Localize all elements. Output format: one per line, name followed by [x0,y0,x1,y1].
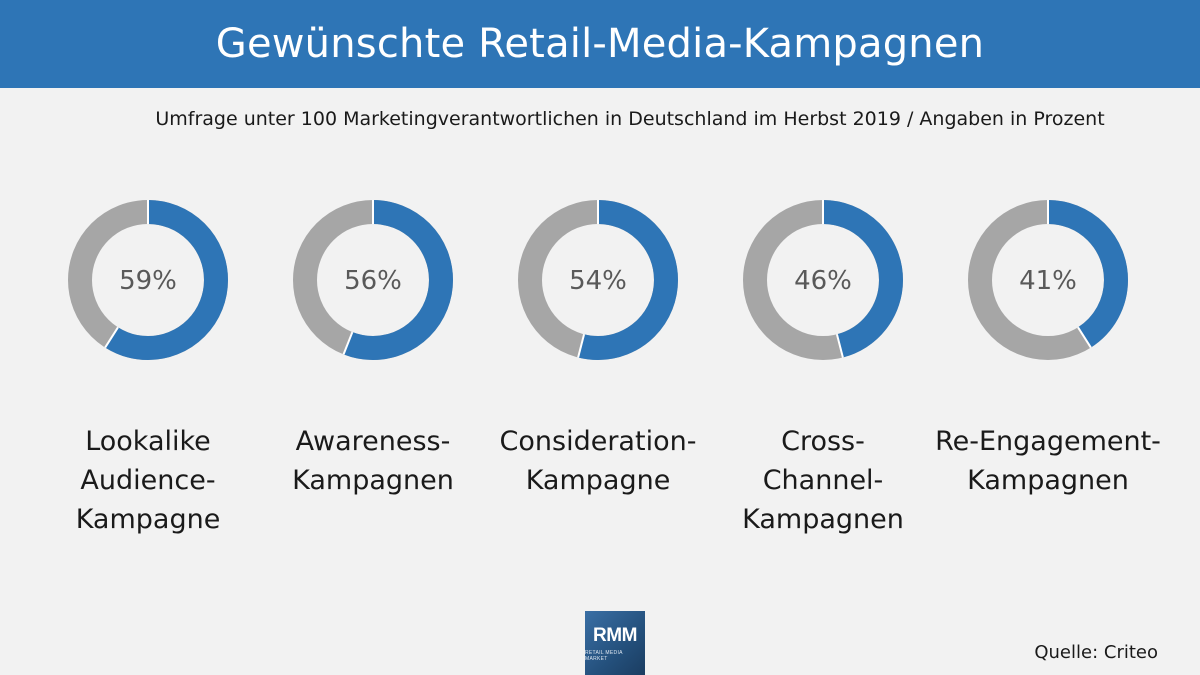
category-label-line: Awareness- [295,426,451,457]
rmm-logo: RMM RETAIL MEDIA MARKET [585,611,645,675]
category-label: Consideration- Kampagne [478,422,718,500]
category-label-line: Cross- [781,426,865,457]
subtitle: Umfrage unter 100 Marketingverantwortlic… [155,108,1105,130]
page-title: Gewünschte Retail-Media-Kampagnen [215,21,985,67]
donut-separator [577,333,586,358]
category-label-line: Audience- [80,465,216,496]
donut-separator [1077,326,1092,349]
donut-svg: 59% [68,200,228,360]
donut-svg: 56% [293,200,453,360]
donut-item: 54% Consideration- Kampagne [478,190,718,500]
donut-value-label: 56% [344,266,402,296]
donut-item: 59% Lookalike Audience- Kampagne [28,190,268,539]
category-label: Cross- Channel- Kampagnen [703,422,943,539]
donut-value-label: 54% [569,266,627,296]
donut-svg: 54% [518,200,678,360]
donut-value-label: 59% [119,266,177,296]
category-label: Awareness- Kampagnen [253,422,493,500]
donut-value-label: 41% [1019,266,1077,296]
logo-subtext: RETAIL MEDIA MARKET [585,649,623,662]
category-label-line: Re-Engagement- [935,426,1161,457]
donut-separator [342,331,354,355]
title-bar: Gewünschte Retail-Media-Kampagnen [0,0,1200,88]
category-label-line: Consideration- [499,426,697,457]
category-label-line: Kampagne [525,465,671,496]
donut-item: 41% Re-Engagement- Kampagnen [928,190,1168,500]
logo-text: RMM [593,624,637,646]
category-label: Re-Engagement- Kampagnen [928,422,1168,500]
category-label: Lookalike Audience- Kampagne [28,422,268,539]
donut-svg: 41% [968,200,1128,360]
category-label-line: Kampagnen [967,465,1129,496]
donut-value-label: 46% [794,266,852,296]
category-label-line: Kampagnen [742,504,904,535]
donut-chart-group: 59% Lookalike Audience- Kampagne 56% Awarenes… [0,190,1200,550]
donut-separator [835,333,844,358]
donut-item: 56% Awareness- Kampagnen [253,190,493,500]
category-label-line: Channel- [762,465,884,496]
donut-svg: 46% [743,200,903,360]
donut-item: 46% Cross- Channel- Kampagnen [703,190,943,539]
category-label-line: Lookalike [85,426,211,457]
source-note: Quelle: Criteo [1034,642,1158,663]
donut-separator [104,326,119,349]
category-label-line: Kampagne [75,504,221,535]
category-label-line: Kampagnen [292,465,454,496]
